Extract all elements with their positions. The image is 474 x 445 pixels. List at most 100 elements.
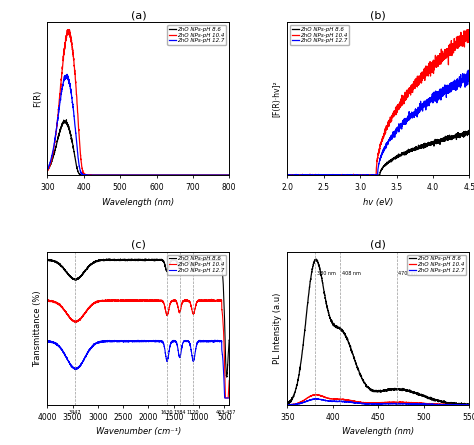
ZnO NPs-pH 8.6: [378, 388, 383, 393]
ZnO NPs-pH 12.7: [45, 166, 50, 172]
ZnO NPs-pH 12.7: [83, 352, 89, 358]
Line: ZnO NPs-pH 8.6: ZnO NPs-pH 8.6: [47, 120, 229, 175]
ZnO NPs-pH 10.4: [466, 29, 472, 35]
ZnO NPs-pH 12.7: [461, 74, 467, 80]
ZnO NPs-pH 12.7: [128, 173, 134, 178]
ZnO NPs-pH 10.4: [45, 168, 50, 174]
ZnO NPs-pH 10.4: [227, 173, 232, 178]
ZnO NPs-pH 8.6: [373, 173, 379, 178]
ZnO NPs-pH 10.4: [284, 173, 290, 178]
ZnO NPs-pH 8.6: [64, 117, 69, 122]
Line: ZnO NPs-pH 10.4: ZnO NPs-pH 10.4: [287, 29, 469, 175]
ZnO NPs-pH 12.7: [222, 395, 228, 401]
ZnO NPs-pH 12.7: [428, 99, 433, 104]
ZnO NPs-pH 8.6: [454, 402, 459, 408]
ZnO NPs-pH 8.6: [284, 401, 290, 406]
Line: ZnO NPs-pH 10.4: ZnO NPs-pH 10.4: [47, 29, 229, 175]
Title: (b): (b): [371, 10, 386, 20]
ZnO NPs-pH 8.6: [45, 168, 50, 173]
ZnO NPs-pH 8.6: [294, 173, 300, 178]
X-axis label: Wavelength (nm): Wavelength (nm): [102, 198, 174, 206]
Legend: ZnO NPs-pH 8.6, ZnO NPs-pH 10.4, ZnO NPs-pH 12.7: ZnO NPs-pH 8.6, ZnO NPs-pH 10.4, ZnO NPs…: [167, 255, 227, 275]
ZnO NPs-pH 10.4: [368, 172, 374, 178]
ZnO NPs-pH 12.7: [373, 172, 379, 178]
ZnO NPs-pH 8.6: [288, 399, 294, 405]
ZnO NPs-pH 10.4: [455, 402, 461, 408]
ZnO NPs-pH 10.4: [288, 402, 294, 407]
Line: ZnO NPs-pH 8.6: ZnO NPs-pH 8.6: [287, 259, 469, 405]
ZnO NPs-pH 12.7: [209, 338, 215, 344]
Text: 463-457: 463-457: [216, 410, 237, 415]
ZnO NPs-pH 8.6: [133, 173, 139, 178]
Title: (c): (c): [131, 240, 146, 250]
ZnO NPs-pH 12.7: [284, 402, 290, 408]
ZnO NPs-pH 8.6: [466, 128, 472, 133]
ZnO NPs-pH 8.6: [155, 258, 160, 263]
ZnO NPs-pH 12.7: [317, 396, 323, 402]
X-axis label: hv (eV): hv (eV): [363, 198, 393, 206]
ZnO NPs-pH 10.4: [466, 402, 472, 408]
ZnO NPs-pH 10.4: [209, 298, 215, 303]
Text: 1384: 1384: [173, 410, 186, 415]
ZnO NPs-pH 10.4: [227, 378, 232, 384]
ZnO NPs-pH 12.7: [64, 72, 70, 77]
ZnO NPs-pH 10.4: [461, 29, 467, 34]
ZnO NPs-pH 10.4: [223, 395, 228, 401]
ZnO NPs-pH 8.6: [221, 173, 227, 178]
ZnO NPs-pH 10.4: [83, 308, 89, 314]
Line: ZnO NPs-pH 12.7: ZnO NPs-pH 12.7: [287, 70, 469, 175]
Y-axis label: [F(R)·hv]²: [F(R)·hv]²: [273, 81, 282, 117]
ZnO NPs-pH 12.7: [54, 124, 60, 129]
ZnO NPs-pH 12.7: [227, 395, 232, 401]
ZnO NPs-pH 8.6: [367, 386, 373, 392]
ZnO NPs-pH 8.6: [54, 141, 60, 146]
ZnO NPs-pH 8.6: [461, 131, 467, 137]
ZnO NPs-pH 8.6: [227, 173, 232, 178]
ZnO NPs-pH 12.7: [466, 77, 472, 82]
ZnO NPs-pH 12.7: [466, 402, 472, 408]
ZnO NPs-pH 8.6: [188, 173, 193, 178]
Text: 380 nm: 380 nm: [317, 271, 336, 276]
ZnO NPs-pH 8.6: [209, 258, 215, 263]
ZnO NPs-pH 8.6: [284, 173, 290, 178]
ZnO NPs-pH 8.6: [428, 142, 433, 147]
Title: (a): (a): [130, 10, 146, 20]
ZnO NPs-pH 10.4: [45, 298, 50, 303]
ZnO NPs-pH 8.6: [227, 337, 232, 343]
ZnO NPs-pH 12.7: [188, 173, 193, 178]
ZnO NPs-pH 8.6: [455, 401, 461, 407]
ZnO NPs-pH 12.7: [155, 339, 160, 344]
ZnO NPs-pH 8.6: [224, 374, 229, 380]
ZnO NPs-pH 10.4: [188, 173, 193, 178]
ZnO NPs-pH 10.4: [227, 378, 232, 383]
ZnO NPs-pH 10.4: [373, 173, 379, 178]
X-axis label: Wavelength (nm): Wavelength (nm): [342, 427, 414, 436]
ZnO NPs-pH 10.4: [314, 392, 320, 397]
ZnO NPs-pH 8.6: [107, 256, 112, 262]
ZnO NPs-pH 12.7: [227, 395, 232, 401]
ZnO NPs-pH 10.4: [66, 27, 72, 32]
ZnO NPs-pH 12.7: [212, 337, 218, 343]
ZnO NPs-pH 8.6: [221, 173, 227, 178]
Title: (d): (d): [370, 240, 386, 250]
ZnO NPs-pH 8.6: [368, 173, 374, 178]
ZnO NPs-pH 10.4: [367, 400, 373, 405]
Y-axis label: Transmittance (%): Transmittance (%): [33, 290, 42, 367]
ZnO NPs-pH 10.4: [428, 64, 433, 69]
ZnO NPs-pH 8.6: [128, 173, 134, 178]
ZnO NPs-pH 8.6: [317, 267, 323, 273]
ZnO NPs-pH 8.6: [410, 390, 416, 395]
ZnO NPs-pH 10.4: [465, 27, 471, 32]
ZnO NPs-pH 10.4: [133, 173, 139, 178]
ZnO NPs-pH 10.4: [158, 298, 164, 303]
Text: 408 nm: 408 nm: [342, 271, 361, 276]
ZnO NPs-pH 12.7: [95, 340, 101, 345]
ZnO NPs-pH 12.7: [410, 401, 416, 406]
ZnO NPs-pH 10.4: [209, 296, 215, 302]
ZnO NPs-pH 12.7: [221, 173, 227, 178]
ZnO NPs-pH 8.6: [466, 128, 472, 133]
ZnO NPs-pH 8.6: [158, 257, 164, 263]
ZnO NPs-pH 10.4: [284, 402, 290, 408]
ZnO NPs-pH 10.4: [410, 400, 416, 405]
Text: 3447: 3447: [69, 410, 82, 415]
